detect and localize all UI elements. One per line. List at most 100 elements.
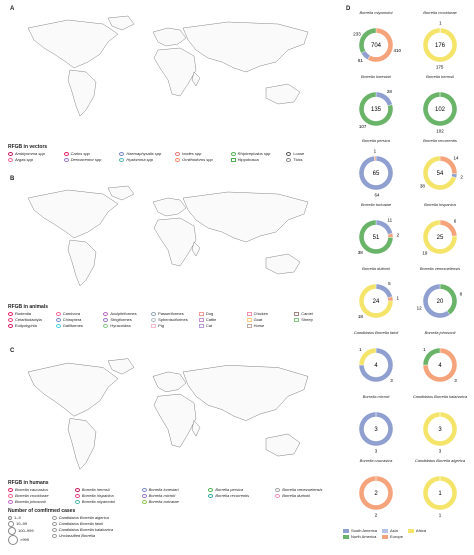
legend-symbol [8,487,13,492]
ring-segment-label: 2 [460,174,463,179]
ring-center-value: 176 [435,43,446,49]
legend-label: Borrelia duttonii [282,493,310,498]
legend-item: Borrelia caucasica [8,487,71,492]
ring-chart: Borrelia turicatae 11 2 38 51 [346,202,406,272]
ring-chart: Borrelia microti 3 3 [346,394,406,464]
region-legend-item: Africa [407,528,427,533]
cases-size-item: 10–99 [8,521,34,527]
world-map-vectors [8,10,335,122]
ring-title: Borrelia hispanica [424,202,456,207]
legend-symbol [175,157,180,162]
candidatus-item: Candidatus Borrelia algerica [51,515,113,521]
region-label: Africa [415,528,427,533]
continent-shape [182,191,309,243]
ring-center [428,161,452,185]
animals-legend: Rodentia Carnivora Accipitriformes Passerif… [8,311,338,328]
ring-segment [358,155,394,191]
legend-item: Chiroptera [55,317,100,322]
legend-label: Louse [293,151,305,156]
continent-shape [152,27,187,47]
animals-legend-title: RFGB in animals [8,304,49,310]
ring-segment-label: 1 [397,296,400,301]
legend-label: Hippobosca [237,157,259,162]
continent-shape [191,241,201,257]
legend-label: Borrelia crocidurae [15,493,49,498]
legend-label: Hyalomma spp [126,157,154,162]
legend-symbol [55,317,61,322]
legend-item: Eulipotyphla [8,323,52,328]
legend-symbol [8,311,13,316]
legend-label: Amblyomma spp [15,151,45,156]
legend-label: Goat [253,317,263,322]
humans-legend-title: RFGB in humans [8,480,49,486]
legend-item: Borrelia crocidurae [8,493,71,498]
ring-segment [359,476,393,510]
legend-item: Ticks [286,157,338,162]
legend-item: Borrelia venezuelensis [275,487,338,492]
ring-center-value: 2 [374,491,378,497]
legend-label: Ticks [293,157,303,162]
panel-b-letter: B [10,176,15,182]
ring-segment-label: 38 [420,184,426,189]
legend-item: Rodentia [8,311,52,316]
ring-title: Borrelia miyamotoi [359,10,393,15]
legend-label: Accipitriformes [110,311,137,316]
legend-label: Rhipicephalus spp [237,151,271,156]
legend-label: Pig [158,323,164,328]
region-legend-item: North America [343,534,377,539]
cases-size-item: 1–9 [8,515,34,521]
ring-center-value: 54 [437,171,444,177]
continent-shape [152,371,187,393]
cases-circle [8,527,16,535]
continent-shape [27,19,119,69]
legend-item: Accipitriformes [103,311,147,316]
legend-symbol [55,311,61,316]
ring-chart: Candidatus Borrelia fainii 3 1 4 [346,330,406,400]
ring-segment [422,27,458,63]
continent-shape [67,418,97,470]
legend-item: Sphenisciformes [151,317,195,322]
ring-title: Candidatus Borrelia algerica [414,458,466,463]
cases-label: 10–99 [16,521,28,526]
ring-center-value: 135 [371,107,382,113]
legend-label: Strigiformes [110,317,132,322]
ring-center-value: 20 [437,299,444,305]
legend-label: Hyracoidea [110,323,131,328]
cases-sizes: 1–9 10–99 100–999 >999 [8,515,34,545]
continent-shape [27,189,119,239]
ring-title: Borrelia johnsonii [424,330,456,335]
region-label: South America [351,528,378,533]
continent-shape [107,15,135,31]
world-map-humans [8,352,335,476]
legend-label: Sphenisciformes [158,317,188,322]
legend-label: Borrelia caucasica [15,487,48,492]
region-swatch [343,534,349,539]
legend-symbol [119,151,125,156]
legend-item: Passeriformes [151,311,195,316]
ring-chart: Borrelia hispanica 6 19 25 [410,202,470,272]
legend-item: Cat [198,323,243,328]
legend-symbol [141,487,147,492]
legend-item: Borrelia lonestari [141,487,205,492]
ring-segment-label: 175 [436,64,444,69]
legend-label: Borrelia miyamotoi [81,499,115,504]
continent-shape [182,21,309,73]
ring-title: Borrelia hermsii [426,74,454,79]
ring-center-value: 25 [437,235,444,241]
legend-item: Galliformes [55,323,100,328]
legend-label: Carnivora [62,311,81,316]
ring-segment-label: 5 [388,281,391,286]
legend-symbol [151,317,157,322]
ring-title: Borrelia caucasica [359,458,393,463]
legend-label: Borrelia hermsii [81,487,110,492]
legend-item: Rhipicephalus spp [230,151,283,156]
panel-a-letter: A [10,6,15,12]
legend-item: Amblyomma spp [8,151,60,156]
ring-chart: Borrelia recurrentis 14 2 38 54 [410,138,470,208]
legend-symbol [275,487,281,492]
ring-segment [422,347,441,366]
ring-center [364,33,388,57]
ring-title: Borrelia duttonii [362,266,390,271]
legend-label: Borrelia venezuelensis [282,487,323,492]
legend-label: Horse [253,323,265,328]
